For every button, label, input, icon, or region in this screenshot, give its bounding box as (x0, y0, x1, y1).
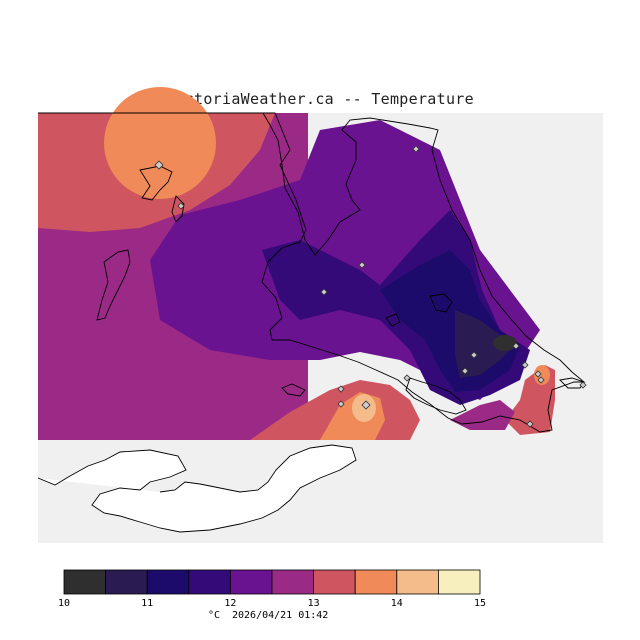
legend-swatch (396, 569, 439, 595)
coastlines (37, 165, 585, 533)
legend-swatch (63, 569, 106, 595)
legend-swatch (271, 569, 314, 595)
map-title: VictoriaWeather.ca -- Temperature (166, 90, 474, 108)
legend-colorbar (63, 569, 481, 595)
legend-swatch (146, 569, 190, 595)
legend-swatch (354, 569, 398, 595)
data-area-outline (38, 112, 586, 433)
legend-swatch (313, 569, 356, 595)
temperature-contours (38, 87, 555, 440)
legend-swatch (188, 569, 231, 595)
legend-swatch (437, 569, 481, 595)
legend-swatch (105, 569, 148, 595)
station-markers (154, 145, 587, 428)
legend-swatch (229, 569, 273, 595)
